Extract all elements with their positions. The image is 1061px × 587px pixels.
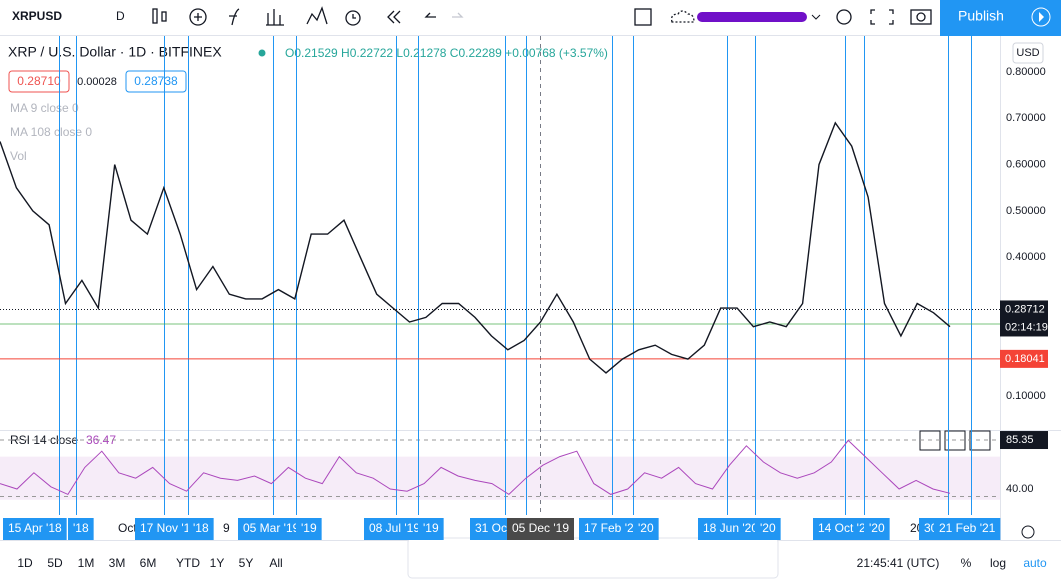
time-label: 17 Feb '20 xyxy=(584,521,641,535)
clock: 21:45:41 (UTC) xyxy=(857,556,940,570)
rsi-tick-label: 85.35 xyxy=(1006,434,1034,446)
rsi-tick-box xyxy=(1000,431,1048,450)
price-tick-label: 0.10000 xyxy=(1006,390,1046,402)
price-tick-label: 0.40000 xyxy=(1006,251,1046,263)
time-label-box xyxy=(296,518,322,540)
range-button[interactable]: 3M xyxy=(109,556,126,570)
time-label: '18 xyxy=(193,521,209,535)
range-button[interactable]: 1Y xyxy=(210,556,225,570)
indicator: MA 9 close 0 xyxy=(10,101,79,115)
time-label: 14 Oct '20 xyxy=(818,521,873,535)
rsi-band xyxy=(0,456,1000,500)
drawing-toolbar xyxy=(407,537,779,579)
rsi-label: RSI 14 close xyxy=(10,433,78,447)
ask[interactable]: 0.28738 xyxy=(134,74,178,88)
time-label-box xyxy=(934,518,1001,540)
time-label: '20 xyxy=(869,521,885,535)
currency[interactable]: USD xyxy=(1016,47,1039,59)
price-line xyxy=(0,121,951,374)
time-label-box xyxy=(418,518,444,540)
time-label: 08 Jul '19 xyxy=(369,521,420,535)
time-label-box xyxy=(864,518,890,540)
time-label: '19 xyxy=(301,521,317,535)
time-label: Oct xyxy=(118,521,137,535)
price-tick-label: 0.60000 xyxy=(1006,159,1046,171)
time-label-box xyxy=(470,518,513,540)
rsi-line xyxy=(0,439,951,496)
time-label-box xyxy=(633,518,659,540)
range-button[interactable]: All xyxy=(269,556,282,570)
range-button[interactable]: 5Y xyxy=(239,556,254,570)
bid[interactable]: 0.28710 xyxy=(17,74,61,88)
time-label: 21 Feb '21 xyxy=(939,521,996,535)
time-label: '20 xyxy=(760,521,776,535)
last-price-box xyxy=(1000,300,1048,337)
time-label: 17 Nov '18 xyxy=(140,521,197,535)
time-label-box xyxy=(188,518,214,540)
auto-toggle[interactable]: auto xyxy=(1023,556,1047,570)
time-label-box xyxy=(813,518,878,540)
time-label: 15 Apr '18 xyxy=(8,521,62,535)
time-label-box xyxy=(135,518,202,540)
time-label: '18 xyxy=(73,521,89,535)
time-label: 31 Oc xyxy=(475,521,507,535)
interval[interactable]: D xyxy=(116,9,125,23)
time-label-box xyxy=(68,518,94,540)
symbol[interactable]: XRPUSD xyxy=(12,9,62,23)
legend-title: XRP / U.S. Dollar · 1D · BITFINEX xyxy=(8,44,222,60)
time-label: 9 xyxy=(223,521,230,535)
log-toggle[interactable]: log xyxy=(990,556,1006,570)
price-tick-label: 0.80000 xyxy=(1006,66,1046,78)
line-price-label: 0.18041 xyxy=(1005,353,1045,365)
line-price-box xyxy=(1000,349,1048,368)
range-button[interactable]: 1D xyxy=(17,556,33,570)
percent-toggle[interactable]: % xyxy=(961,556,972,570)
countdown: 02:14:19 xyxy=(1005,321,1048,333)
time-label: '20 xyxy=(638,521,654,535)
time-label: 18 Jun '20 xyxy=(703,521,758,535)
time-label-box xyxy=(238,518,305,540)
indicator: MA 108 close 0 xyxy=(10,125,92,139)
last-price-label: 0.28712 xyxy=(1005,303,1045,315)
range-button[interactable]: 5D xyxy=(47,556,63,570)
time-label-box xyxy=(364,518,425,540)
indicator: Vol xyxy=(10,149,27,163)
publish-label[interactable]: Publish xyxy=(958,8,1004,24)
redacted-name xyxy=(697,12,807,22)
ohlc: O0.21529 H0.22722 L0.21278 C0.22289 +0.0… xyxy=(285,46,608,60)
range-button[interactable]: 6M xyxy=(140,556,157,570)
time-label-box xyxy=(3,518,67,540)
spread: 0.00028 xyxy=(77,76,117,88)
range-button[interactable]: YTD xyxy=(176,556,200,570)
rsi-value: 36.47 xyxy=(86,433,116,447)
publish-button[interactable] xyxy=(940,0,1023,36)
time-label-box xyxy=(579,518,646,540)
time-label-box xyxy=(755,518,781,540)
rsi-tick-label: 40.00 xyxy=(1006,483,1034,495)
time-label: '19 xyxy=(423,521,439,535)
toolbar-icons[interactable] xyxy=(152,6,932,26)
time-label-box xyxy=(507,518,574,540)
price-tick-label: 0.50000 xyxy=(1006,205,1046,217)
range-button[interactable]: 1M xyxy=(78,556,95,570)
time-label: 05 Mar '19 xyxy=(243,521,300,535)
time-label-box xyxy=(698,518,764,540)
price-tick-label: 0.70000 xyxy=(1006,112,1046,124)
time-label: 05 Dec '19 xyxy=(512,521,569,535)
